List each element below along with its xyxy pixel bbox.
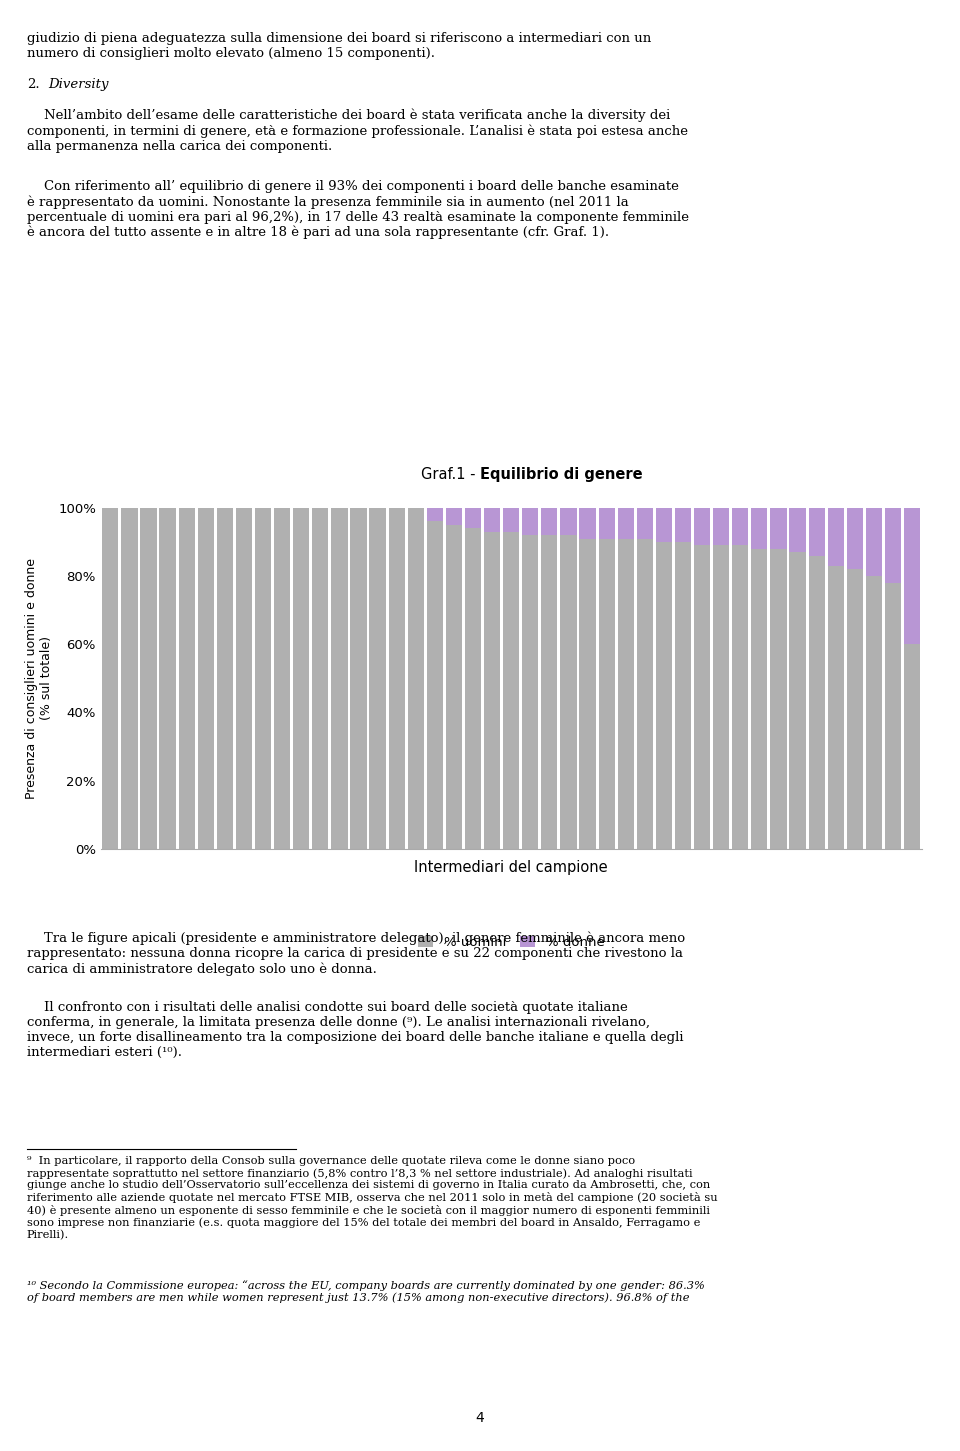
Bar — [312, 508, 328, 849]
Bar — [866, 576, 882, 849]
Bar — [847, 508, 863, 569]
Bar — [656, 543, 672, 849]
Bar — [866, 508, 882, 576]
Bar — [236, 508, 252, 849]
Bar — [904, 644, 921, 849]
Bar — [732, 508, 749, 546]
Bar — [617, 508, 634, 538]
Bar — [752, 508, 767, 548]
Bar — [255, 508, 271, 849]
Bar — [675, 508, 691, 543]
Bar — [789, 508, 805, 553]
Bar — [445, 508, 462, 525]
Bar — [617, 538, 634, 849]
Bar — [408, 508, 424, 849]
Bar — [140, 508, 156, 849]
Bar — [427, 521, 443, 849]
Bar — [503, 508, 519, 531]
Bar — [580, 538, 595, 849]
Bar — [541, 508, 558, 535]
Bar — [828, 508, 844, 566]
Bar — [331, 508, 348, 849]
Bar — [445, 525, 462, 849]
Text: Il confronto con i risultati delle analisi condotte sui board delle società quot: Il confronto con i risultati delle anali… — [27, 1001, 684, 1059]
Bar — [580, 508, 595, 538]
Bar — [159, 508, 176, 849]
Bar — [732, 546, 749, 849]
Bar — [598, 508, 614, 538]
Bar — [484, 508, 500, 531]
Text: Graf.1 -: Graf.1 - — [420, 467, 480, 482]
Bar — [885, 583, 901, 849]
Bar — [121, 508, 137, 849]
Legend: % uomini, % donne: % uomini, % donne — [413, 930, 610, 953]
Bar — [656, 508, 672, 543]
Bar — [522, 508, 539, 535]
Text: ¹⁰ Secondo la Commissione europea: “across the EU, company boards are currently : ¹⁰ Secondo la Commissione europea: “acro… — [27, 1280, 705, 1303]
Bar — [885, 508, 901, 583]
Bar — [808, 556, 825, 849]
Bar — [828, 566, 844, 849]
Bar — [713, 508, 730, 546]
Text: giudizio di piena adeguatezza sulla dimensione dei board si riferiscono a interm: giudizio di piena adeguatezza sulla dime… — [27, 32, 651, 59]
Bar — [370, 508, 386, 849]
Bar — [808, 508, 825, 556]
Bar — [904, 508, 921, 644]
Bar — [102, 508, 118, 849]
Bar — [789, 553, 805, 849]
X-axis label: Intermediari del campione: Intermediari del campione — [415, 860, 608, 875]
Bar — [484, 531, 500, 849]
Text: Equilibrio di genere: Equilibrio di genere — [480, 467, 642, 482]
Bar — [389, 508, 405, 849]
Bar — [465, 508, 481, 528]
Text: ⁹  In particolare, il rapporto della Consob sulla governance delle quotate rilev: ⁹ In particolare, il rapporto della Cons… — [27, 1156, 717, 1241]
Bar — [713, 546, 730, 849]
Y-axis label: Presenza di consiglieri uomini e donne
(% sul totale): Presenza di consiglieri uomini e donne (… — [25, 557, 53, 800]
Bar — [847, 569, 863, 849]
Bar — [561, 508, 577, 535]
Text: Tra le figure apicali (presidente e amministratore delegato), il genere femminil: Tra le figure apicali (presidente e ammi… — [27, 932, 685, 975]
Bar — [503, 531, 519, 849]
Bar — [752, 548, 767, 849]
Bar — [694, 546, 710, 849]
Bar — [694, 508, 710, 546]
Bar — [522, 535, 539, 849]
Bar — [675, 543, 691, 849]
Bar — [636, 538, 653, 849]
Bar — [274, 508, 290, 849]
Bar — [293, 508, 309, 849]
Bar — [217, 508, 233, 849]
Bar — [465, 528, 481, 849]
Bar — [770, 548, 786, 849]
Bar — [598, 538, 614, 849]
Text: 2.: 2. — [27, 78, 39, 91]
Bar — [198, 508, 214, 849]
Text: Nell’ambito dell’esame delle caratteristiche dei board è stata verificata anche : Nell’ambito dell’esame delle caratterist… — [27, 109, 688, 152]
Text: 4: 4 — [475, 1410, 485, 1425]
Bar — [541, 535, 558, 849]
Bar — [636, 508, 653, 538]
Text: Con riferimento all’ equilibrio di genere il 93% dei componenti i board delle ba: Con riferimento all’ equilibrio di gener… — [27, 180, 689, 239]
Bar — [427, 508, 443, 521]
Bar — [561, 535, 577, 849]
Bar — [350, 508, 367, 849]
Text: Diversity: Diversity — [48, 78, 108, 91]
Bar — [179, 508, 195, 849]
Bar — [770, 508, 786, 548]
